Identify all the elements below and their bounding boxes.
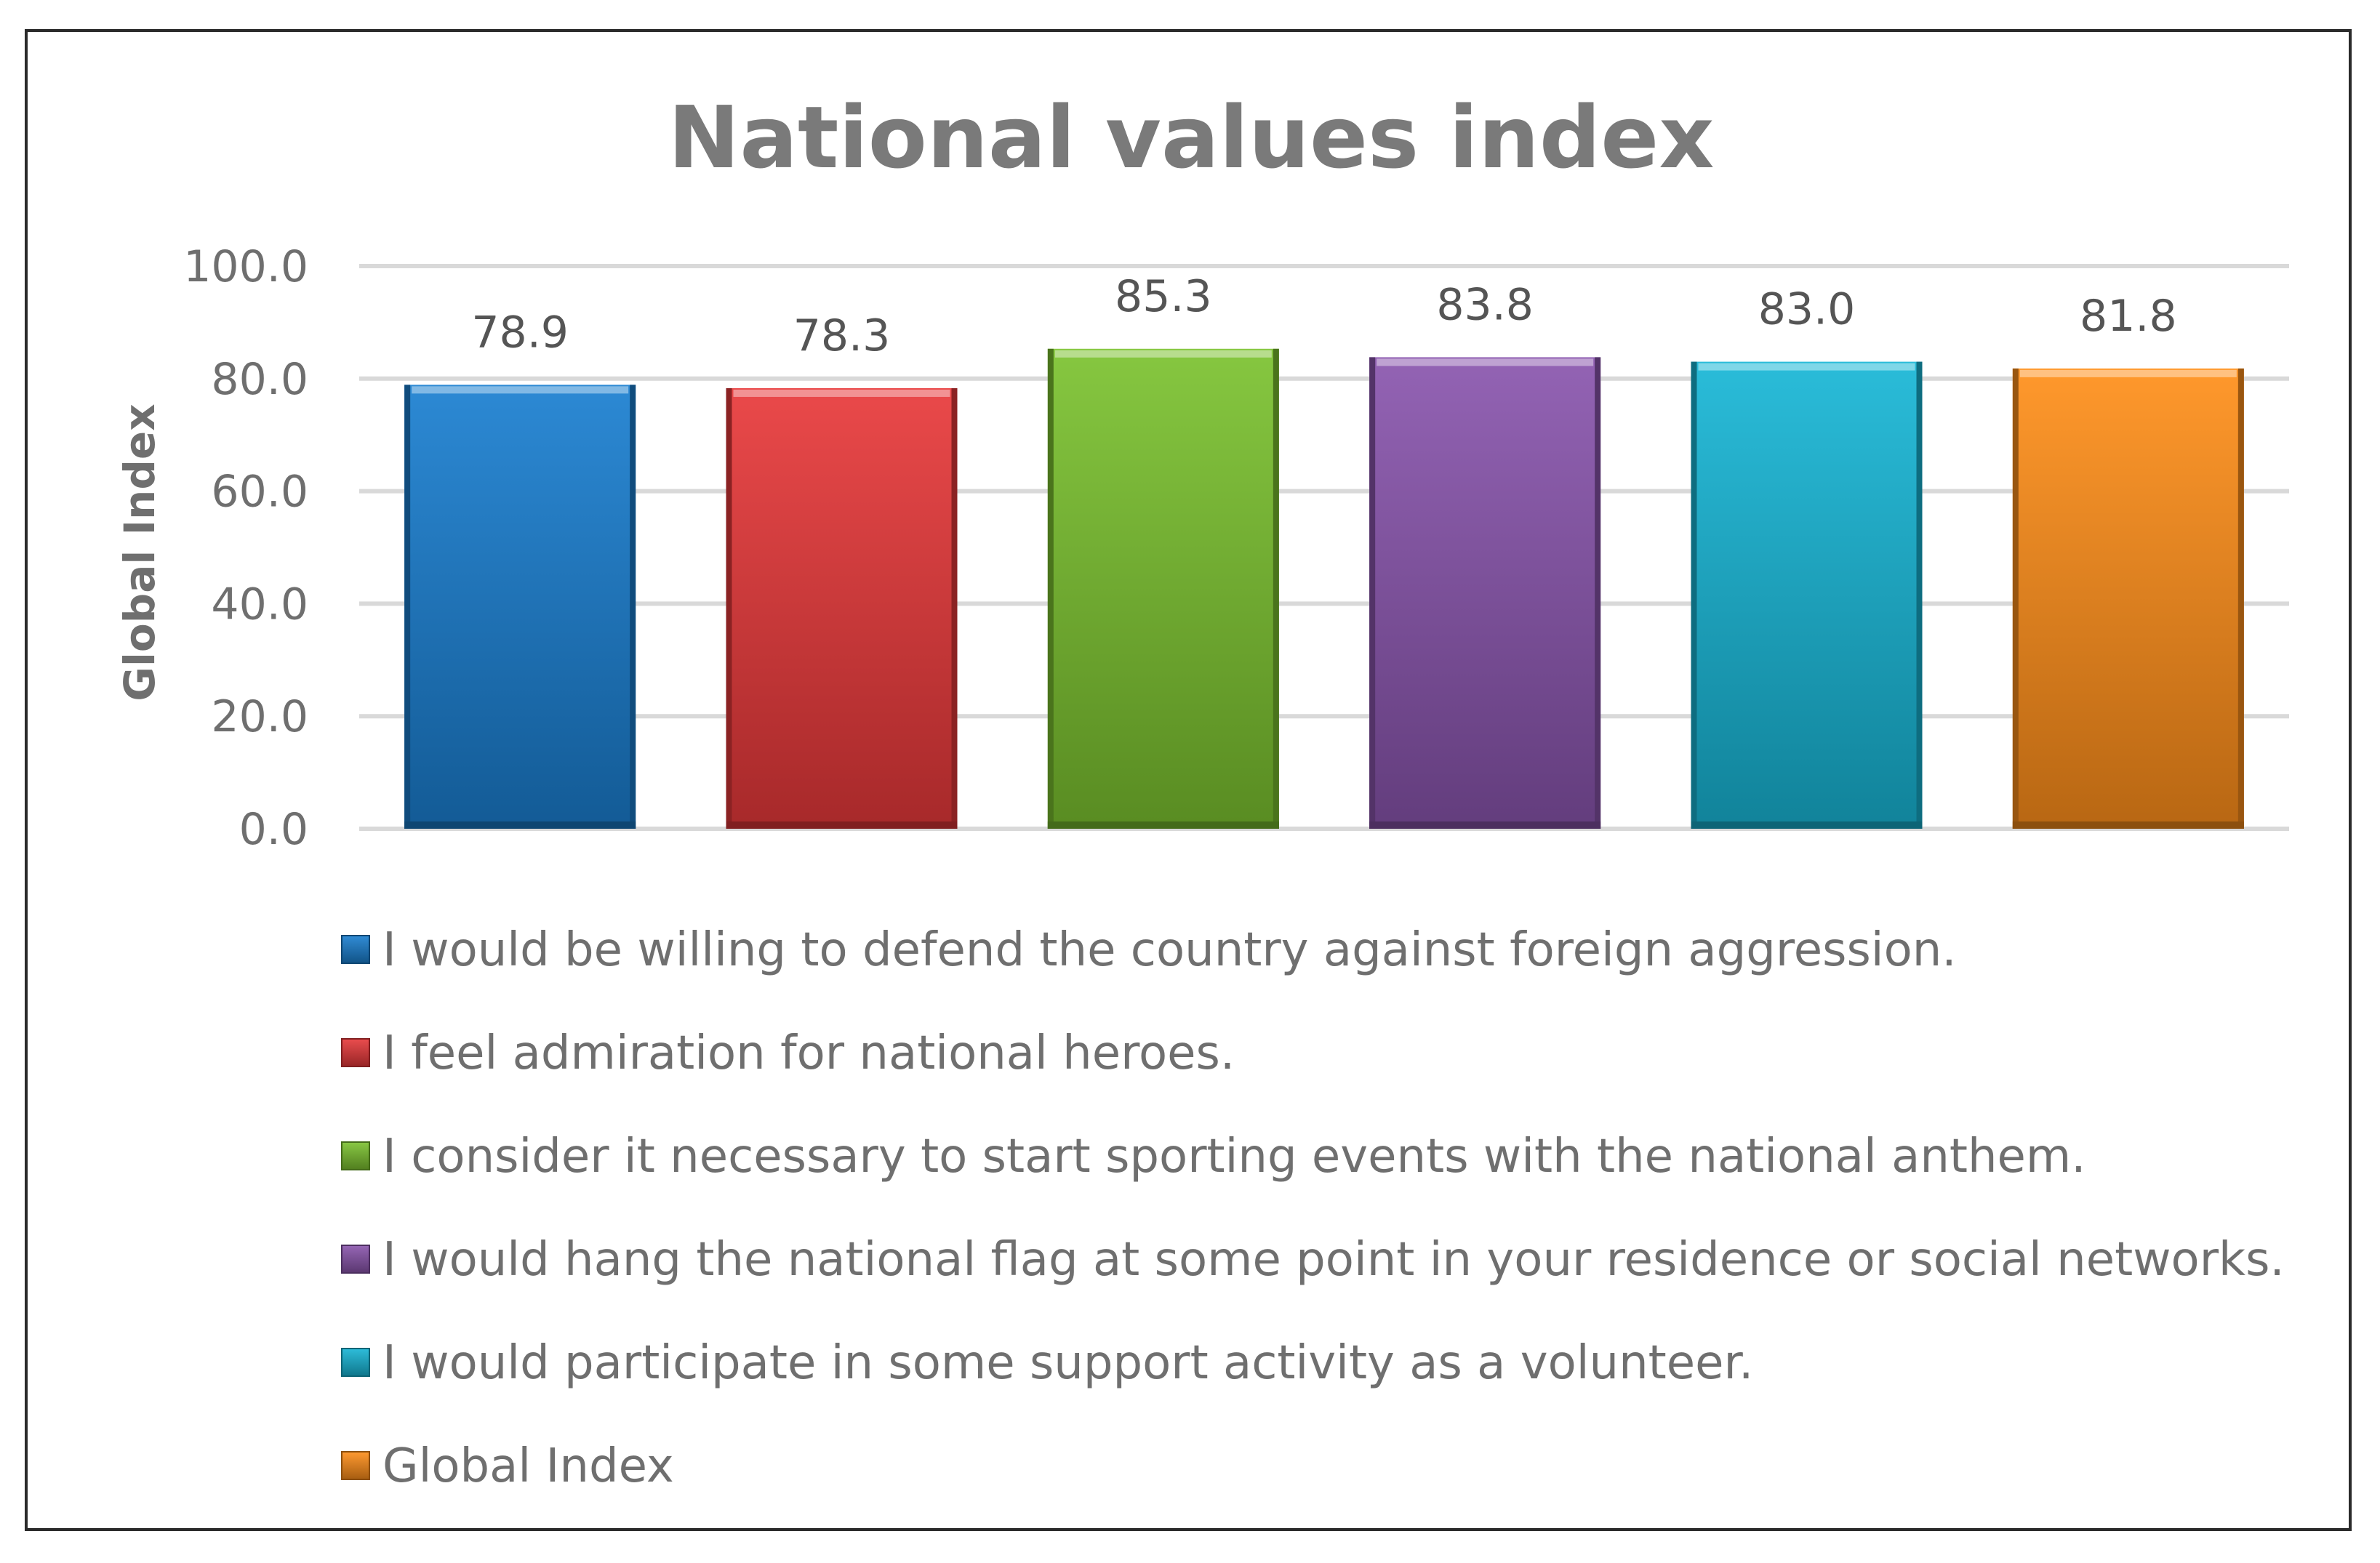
legend-item: I consider it necessary to start sportin… bbox=[341, 1130, 2086, 1184]
bar-right-edge bbox=[630, 385, 636, 829]
bar-body bbox=[1047, 348, 1279, 829]
bar-body bbox=[404, 385, 636, 829]
bar-left-edge bbox=[404, 385, 411, 829]
y-tick-label: 0.0 bbox=[239, 804, 308, 855]
data-label: 78.3 bbox=[793, 310, 891, 361]
legend-label: Global Index bbox=[382, 1439, 674, 1493]
bar-right-edge bbox=[1595, 357, 1601, 829]
bar-right-edge bbox=[1916, 361, 1923, 829]
bar-bottom-edge bbox=[404, 821, 636, 829]
bar-right-edge bbox=[1273, 348, 1279, 829]
bar-top-bevel bbox=[1377, 358, 1594, 366]
legend-swatch bbox=[341, 1451, 370, 1480]
bar bbox=[404, 385, 636, 829]
bar-body bbox=[1369, 357, 1601, 829]
y-tick-label: 100.0 bbox=[183, 241, 308, 292]
y-tick-label: 20.0 bbox=[211, 691, 308, 742]
bar-top-bevel bbox=[1698, 363, 1915, 371]
gridlines bbox=[359, 264, 2289, 831]
bar-body bbox=[726, 387, 958, 829]
bar-left-edge bbox=[2012, 368, 2019, 829]
bars bbox=[404, 348, 2244, 829]
bar-right-edge bbox=[951, 387, 958, 829]
bar-chart: National values index Global Index 0.0 20… bbox=[115, 87, 2289, 1493]
bar bbox=[2012, 368, 2244, 829]
y-tick-label: 60.0 bbox=[211, 467, 308, 518]
bar-body bbox=[2012, 368, 2244, 829]
data-label: 83.8 bbox=[1436, 279, 1534, 330]
bar-top-bevel bbox=[733, 389, 950, 397]
bar bbox=[726, 387, 958, 829]
legend-item: I would participate in some support acti… bbox=[341, 1336, 1753, 1390]
bar-body bbox=[1691, 361, 1923, 829]
bar-left-edge bbox=[726, 387, 732, 829]
y-tick-label: 40.0 bbox=[211, 579, 308, 630]
bar-left-edge bbox=[1369, 357, 1376, 829]
bar-right-edge bbox=[2237, 368, 2244, 829]
legend-swatch bbox=[341, 935, 370, 964]
data-label: 81.8 bbox=[2080, 291, 2177, 342]
legend-label: I would hang the national flag at some p… bbox=[382, 1233, 2285, 1287]
y-axis-ticks: 0.0 20.0 40.0 60.0 80.0 100.0 bbox=[183, 241, 308, 855]
bar-bottom-edge bbox=[1369, 821, 1601, 829]
bar-bottom-edge bbox=[1691, 821, 1923, 829]
bar-left-edge bbox=[1691, 361, 1697, 829]
legend-item: Global Index bbox=[341, 1439, 674, 1493]
data-label: 85.3 bbox=[1115, 271, 1212, 322]
legend-swatch bbox=[341, 1348, 370, 1377]
legend-swatch bbox=[341, 1038, 370, 1067]
bar-bottom-edge bbox=[726, 821, 958, 829]
chart-title: National values index bbox=[668, 87, 1715, 188]
bar bbox=[1369, 357, 1601, 829]
legend-swatch bbox=[341, 1245, 370, 1274]
y-tick-label: 80.0 bbox=[211, 354, 308, 405]
legend-swatch bbox=[341, 1141, 370, 1170]
bar-bottom-edge bbox=[1047, 821, 1279, 829]
data-labels: 78.9 78.3 85.3 83.8 83.0 81.8 bbox=[471, 271, 2176, 361]
bar bbox=[1691, 361, 1923, 829]
legend-item: I would hang the national flag at some p… bbox=[341, 1233, 2285, 1287]
bar-top-bevel bbox=[2019, 369, 2237, 377]
y-axis-label: Global Index bbox=[115, 403, 164, 701]
bar-top-bevel bbox=[412, 386, 629, 394]
bar-top-bevel bbox=[1054, 350, 1272, 358]
data-label: 78.9 bbox=[471, 307, 569, 358]
bar bbox=[1047, 348, 1279, 829]
legend-item: I would be willing to defend the country… bbox=[341, 923, 1957, 977]
bar-bottom-edge bbox=[2012, 821, 2244, 829]
legend: I would be willing to defend the country… bbox=[341, 923, 2285, 1493]
legend-label: I feel admiration for national heroes. bbox=[382, 1026, 1235, 1080]
bar-left-edge bbox=[1047, 348, 1054, 829]
chart-frame: National values index Global Index 0.0 20… bbox=[25, 29, 2352, 1531]
legend-item: I feel admiration for national heroes. bbox=[341, 1026, 1235, 1080]
data-label: 83.0 bbox=[1758, 284, 1856, 335]
legend-label: I would participate in some support acti… bbox=[382, 1336, 1753, 1390]
legend-label: I would be willing to defend the country… bbox=[382, 923, 1957, 977]
legend-label: I consider it necessary to start sportin… bbox=[382, 1130, 2086, 1184]
